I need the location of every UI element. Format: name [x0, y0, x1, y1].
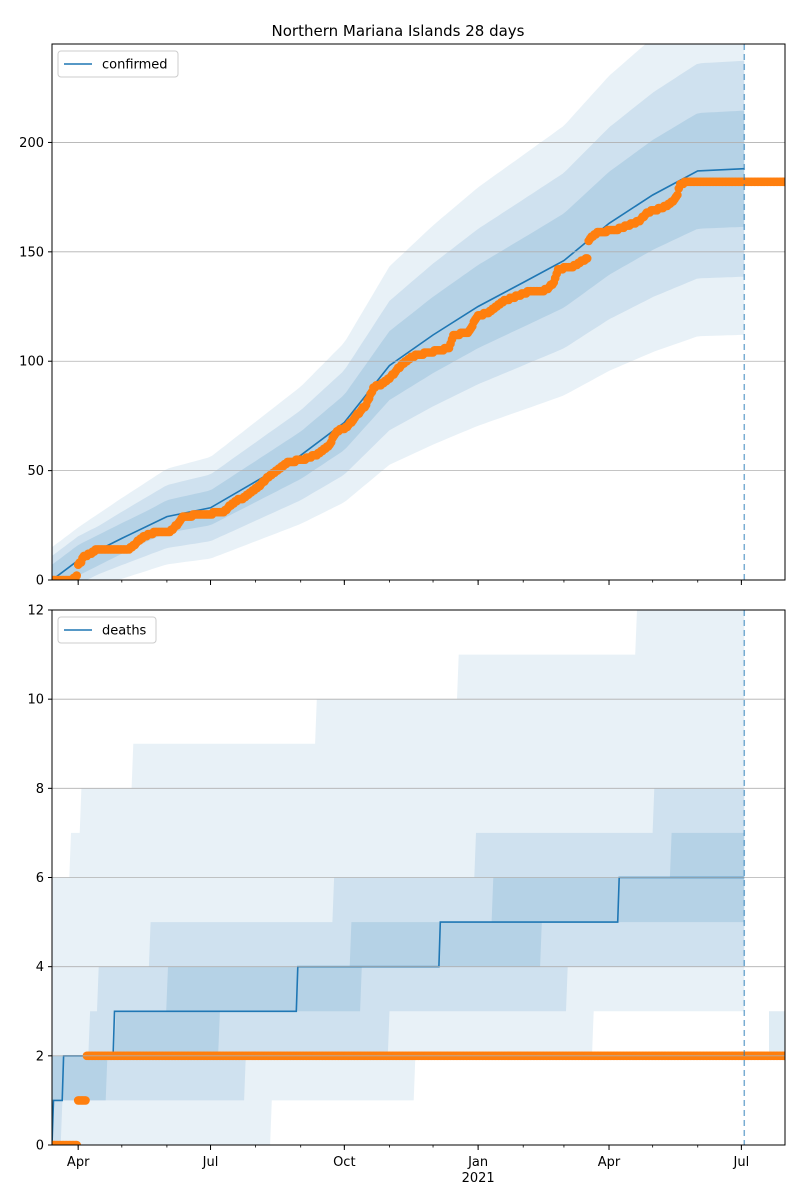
- plot-area: [52, 610, 785, 1145]
- y-tick-label: 6: [36, 871, 44, 886]
- x-tick-label: Apr: [67, 1155, 90, 1170]
- y-tick-label: 4: [36, 960, 44, 975]
- plot-area: [52, 44, 785, 580]
- y-ticks: 0 50 100 150 200: [19, 136, 52, 589]
- uncertainty-band: [52, 44, 745, 580]
- y-tick-label: 200: [19, 136, 44, 151]
- uncertainty-band: [769, 1011, 785, 1056]
- legend-box: [57, 616, 157, 644]
- legend-label: confirmed: [102, 58, 168, 73]
- axes-frame: [51, 43, 786, 581]
- x-tick-label: Oct: [333, 1155, 355, 1170]
- observed-point: [582, 254, 592, 263]
- x-tick-sublabel: 2021: [462, 1171, 495, 1186]
- observed-point: [72, 1140, 81, 1145]
- chart-title: Northern Mariana Islands 28 days: [272, 22, 525, 40]
- legend-label: deaths: [102, 624, 147, 639]
- legend: confirmed: [57, 50, 179, 78]
- y-tick-label: 10: [27, 693, 44, 708]
- observed-point: [673, 190, 682, 200]
- observed-point: [72, 571, 81, 580]
- uncertainty-band: [52, 60, 745, 580]
- x-tick-label: Jul: [733, 1155, 750, 1170]
- confirmed-panel: 0 50 100 150 200 confirmed: [19, 43, 786, 589]
- series-line-confirmed: [52, 167, 745, 580]
- x-tick-label: Apr: [598, 1155, 621, 1170]
- uncertainty-bands: [52, 44, 745, 580]
- y-tick-label: 50: [27, 464, 44, 479]
- y-ticks: 0 2 4 6 8 10 12: [27, 604, 52, 1154]
- gridlines: [52, 609, 785, 1057]
- y-tick-label: 100: [19, 355, 44, 370]
- x-ticks: [77, 580, 742, 585]
- y-tick-label: 0: [36, 1139, 44, 1154]
- series-line-deaths: [52, 876, 745, 1145]
- legend: deaths: [57, 616, 157, 644]
- legend-box: [57, 50, 179, 78]
- gridlines: [52, 142, 785, 472]
- y-tick-label: 150: [19, 245, 44, 260]
- y-tick-label: 0: [36, 574, 44, 589]
- x-tick-label: Jan: [467, 1155, 488, 1170]
- y-tick-label: 12: [27, 604, 44, 619]
- uncertainty-band: [52, 110, 745, 580]
- observed-point: [81, 1096, 90, 1105]
- y-tick-label: 2: [36, 1049, 44, 1064]
- y-tick-label: 8: [36, 782, 44, 797]
- observed-point: [780, 177, 785, 187]
- x-tick-label: Jul: [202, 1155, 219, 1170]
